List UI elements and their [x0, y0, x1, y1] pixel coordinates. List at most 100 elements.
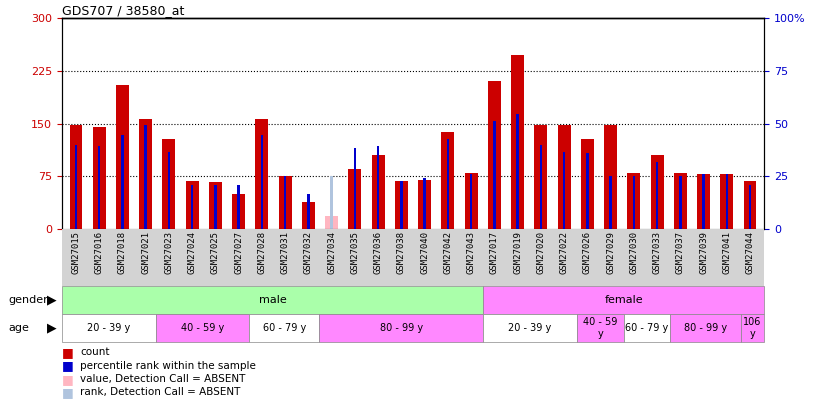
Bar	[93, 127, 106, 229]
Bar	[741, 314, 764, 342]
Bar	[424, 178, 426, 229]
Bar	[69, 125, 83, 229]
Bar	[418, 180, 431, 229]
Bar	[209, 182, 222, 229]
Bar	[558, 125, 571, 229]
Text: GSM27038: GSM27038	[396, 230, 406, 273]
Bar	[488, 81, 501, 229]
Text: ■: ■	[62, 359, 74, 372]
Bar	[255, 119, 268, 229]
Bar	[186, 181, 198, 229]
Text: GSM27044: GSM27044	[746, 230, 755, 273]
Text: GSM27026: GSM27026	[583, 230, 592, 273]
Text: count: count	[80, 347, 110, 357]
Text: GSM27022: GSM27022	[559, 230, 568, 273]
Bar	[145, 125, 147, 229]
Bar	[330, 176, 333, 229]
Bar	[307, 194, 310, 229]
Bar	[278, 176, 292, 229]
Bar	[470, 174, 472, 229]
Bar	[633, 176, 635, 229]
Bar	[320, 314, 483, 342]
Text: 60 - 79 y: 60 - 79 y	[263, 323, 306, 333]
Bar	[214, 185, 216, 229]
Text: GSM27035: GSM27035	[350, 230, 359, 273]
Text: GSM27023: GSM27023	[164, 230, 173, 273]
Bar	[261, 135, 263, 229]
Text: gender: gender	[8, 295, 48, 305]
Bar	[624, 314, 671, 342]
Text: percentile rank within the sample: percentile rank within the sample	[80, 361, 256, 371]
Bar	[400, 181, 402, 229]
Text: GSM27015: GSM27015	[71, 230, 80, 273]
Bar	[581, 139, 594, 229]
Text: female: female	[605, 295, 643, 305]
Text: GSM27036: GSM27036	[373, 230, 382, 273]
Bar	[577, 314, 624, 342]
Bar	[465, 173, 477, 229]
Bar	[349, 169, 361, 229]
Bar	[232, 194, 245, 229]
Text: GSM27027: GSM27027	[234, 230, 243, 273]
Bar	[628, 173, 640, 229]
Text: GSM27039: GSM27039	[699, 230, 708, 273]
Text: GSM27020: GSM27020	[536, 230, 545, 273]
Bar	[610, 176, 612, 229]
Text: 40 - 59
y: 40 - 59 y	[583, 317, 617, 339]
Bar	[121, 135, 124, 229]
Text: 20 - 39 y: 20 - 39 y	[87, 323, 131, 333]
Text: rank, Detection Call = ABSENT: rank, Detection Call = ABSENT	[80, 388, 240, 397]
Bar	[325, 216, 338, 229]
Text: GSM27030: GSM27030	[629, 230, 638, 273]
Bar	[191, 185, 193, 229]
Bar	[447, 139, 449, 229]
Text: GSM27040: GSM27040	[420, 230, 430, 273]
Bar	[483, 314, 577, 342]
Text: GSM27021: GSM27021	[141, 230, 150, 273]
Bar	[168, 151, 170, 229]
Bar	[155, 314, 249, 342]
Bar	[377, 146, 379, 229]
Bar	[511, 55, 524, 229]
Text: ▶: ▶	[47, 322, 57, 335]
Text: GSM27028: GSM27028	[258, 230, 267, 273]
Text: GSM27018: GSM27018	[118, 230, 127, 273]
Text: GSM27034: GSM27034	[327, 230, 336, 273]
Bar	[97, 146, 101, 229]
Bar	[671, 314, 741, 342]
Text: GSM27041: GSM27041	[723, 230, 731, 273]
Bar	[679, 176, 681, 229]
Bar	[62, 314, 155, 342]
Bar	[586, 153, 589, 229]
Text: 80 - 99 y: 80 - 99 y	[380, 323, 423, 333]
Bar	[441, 132, 454, 229]
Text: male: male	[259, 295, 287, 305]
Text: GSM27033: GSM27033	[653, 230, 662, 273]
Bar	[516, 114, 519, 229]
Text: 80 - 99 y: 80 - 99 y	[684, 323, 727, 333]
Bar	[302, 202, 315, 229]
Bar	[702, 174, 705, 229]
Bar	[493, 122, 496, 229]
Bar	[563, 151, 565, 229]
Bar	[284, 176, 287, 229]
Text: age: age	[8, 323, 29, 333]
Bar	[237, 185, 240, 229]
Bar	[62, 286, 483, 314]
Text: GSM27024: GSM27024	[188, 230, 197, 273]
Text: GDS707 / 38580_at: GDS707 / 38580_at	[62, 4, 184, 17]
Bar	[395, 181, 408, 229]
Bar	[720, 174, 733, 229]
Text: 40 - 59 y: 40 - 59 y	[181, 323, 224, 333]
Bar	[483, 286, 764, 314]
Bar	[74, 145, 77, 229]
Bar	[749, 185, 752, 229]
Bar	[116, 85, 129, 229]
Text: ▶: ▶	[47, 293, 57, 306]
Text: ■: ■	[62, 386, 74, 399]
Bar	[534, 125, 548, 229]
Bar	[743, 181, 757, 229]
Bar	[372, 155, 385, 229]
Text: GSM27042: GSM27042	[444, 230, 453, 273]
Bar	[249, 314, 320, 342]
